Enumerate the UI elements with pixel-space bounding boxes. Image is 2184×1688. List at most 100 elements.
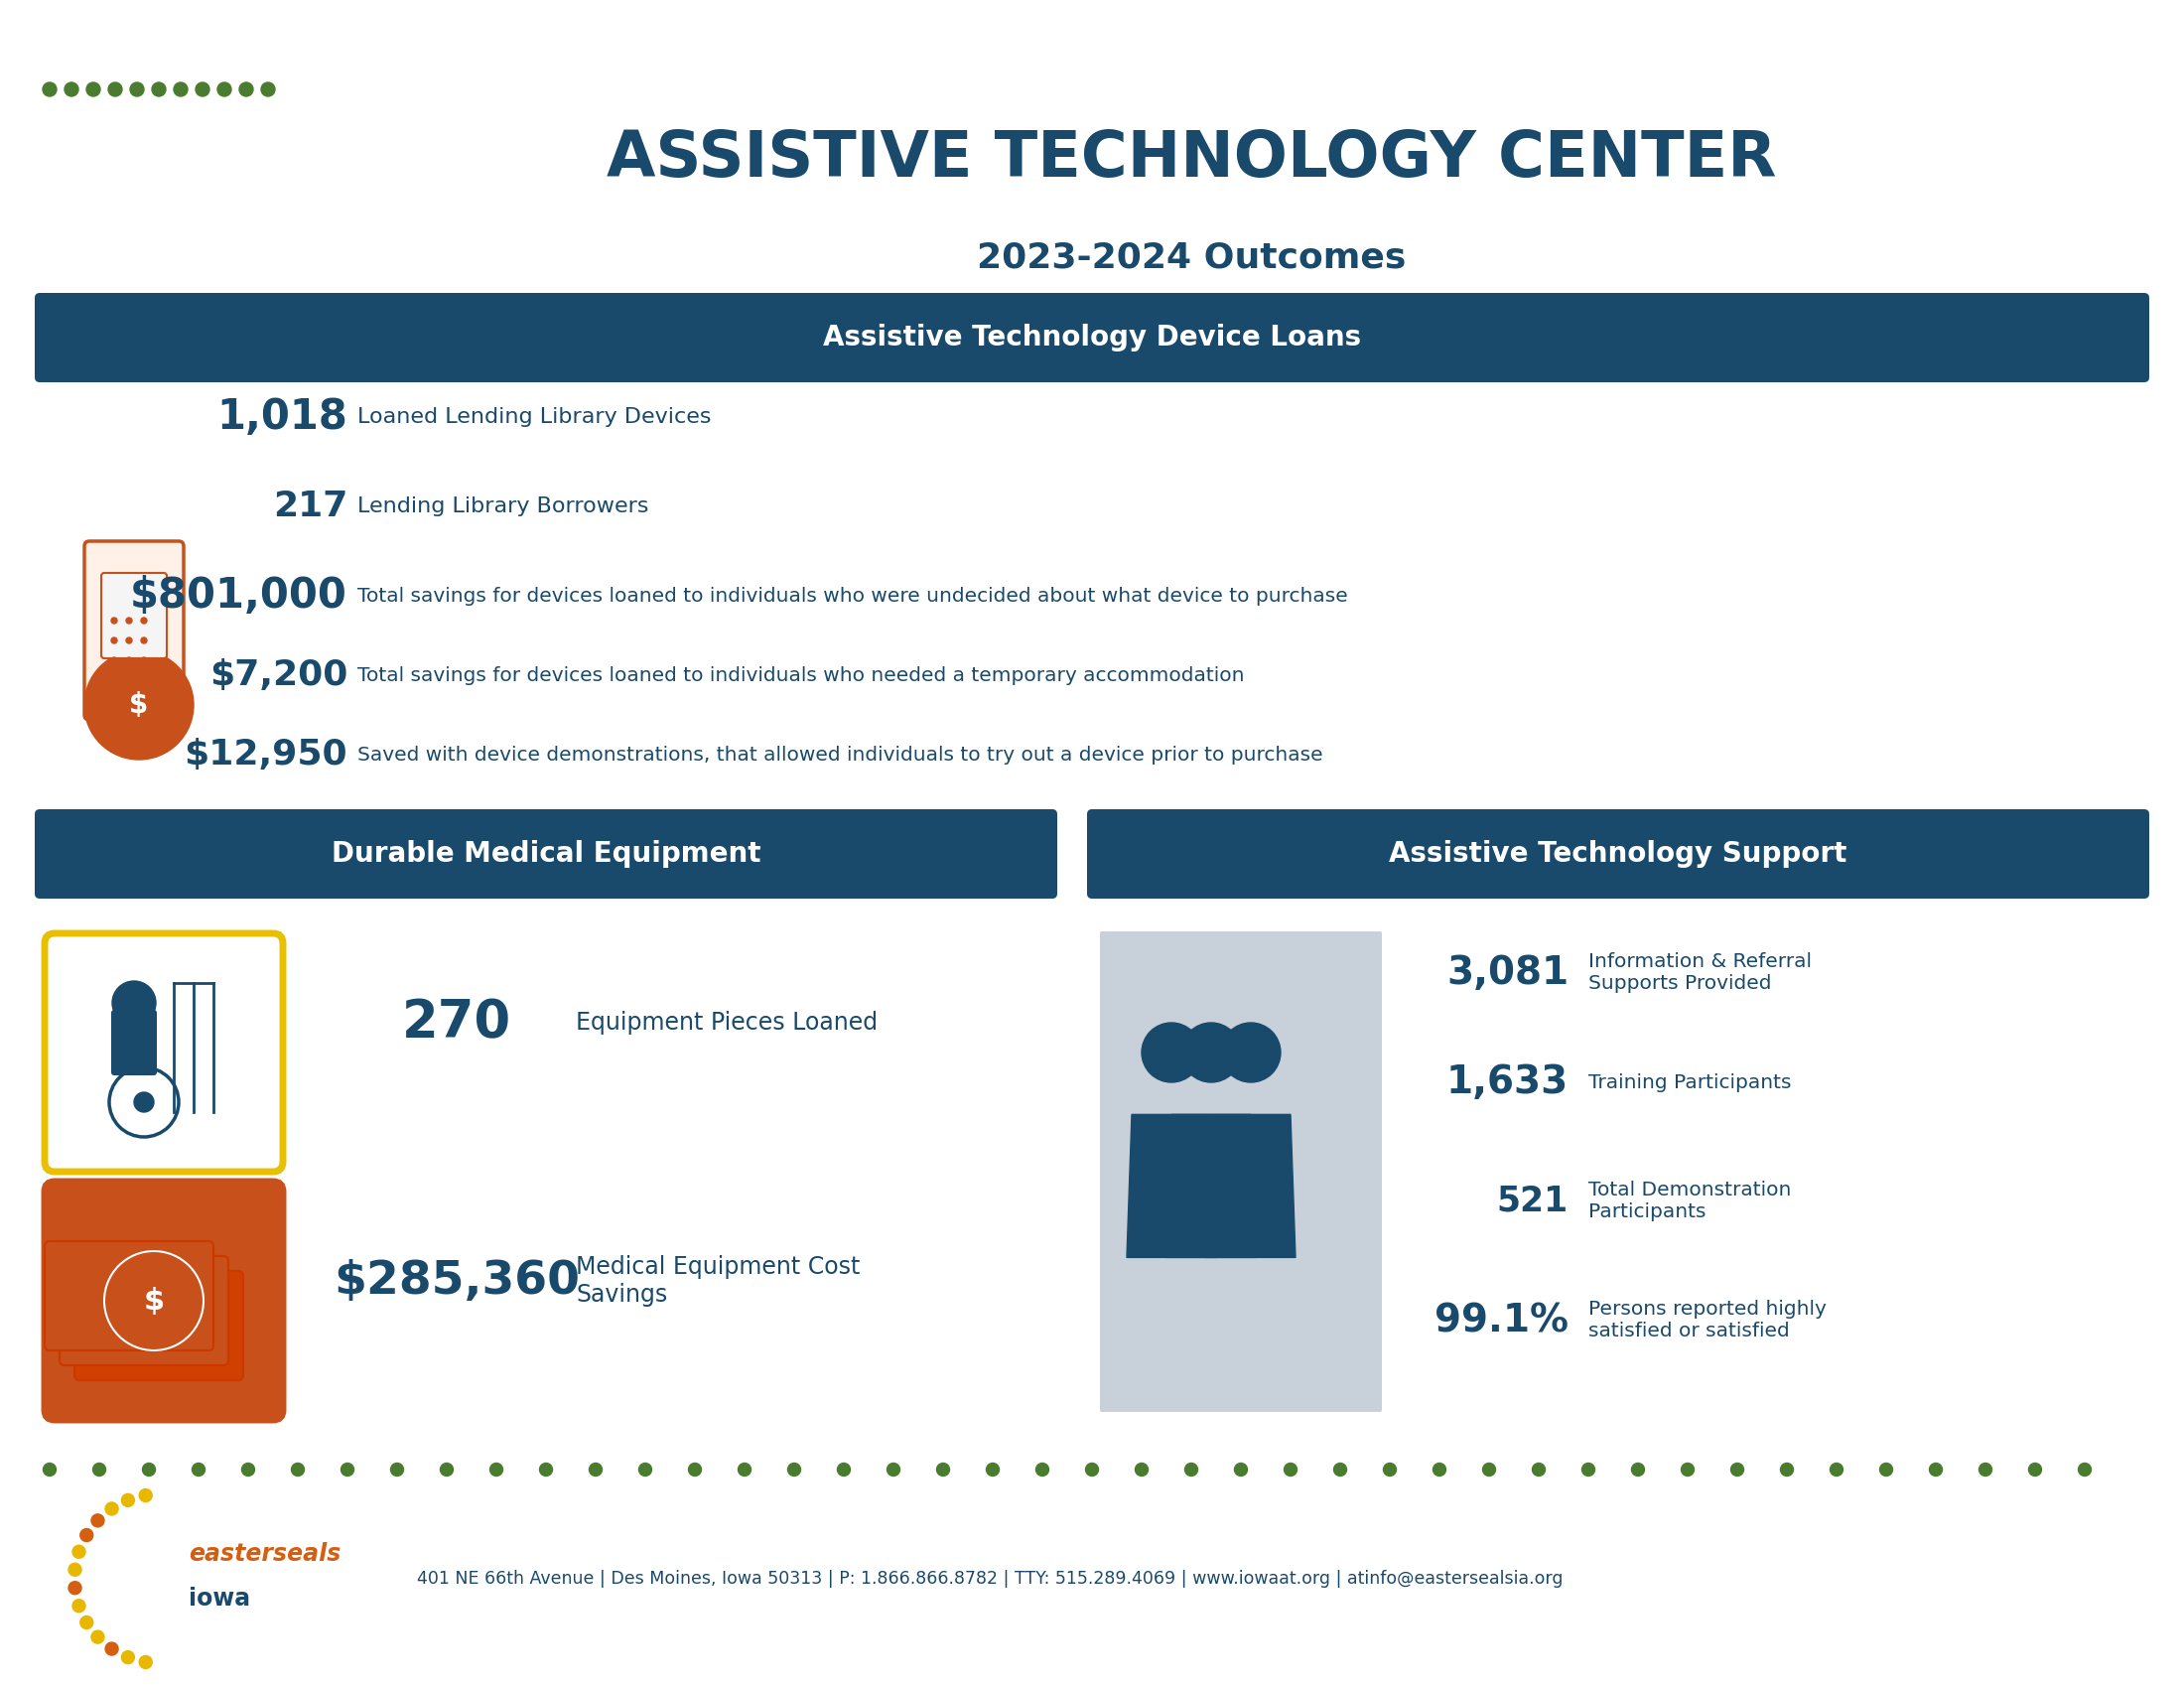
Circle shape [105, 1642, 118, 1656]
Circle shape [1136, 1463, 1149, 1475]
Text: ASSISTIVE TECHNOLOGY CENTER: ASSISTIVE TECHNOLOGY CENTER [607, 128, 1776, 189]
Text: Persons reported highly
satisfied or satisfied: Persons reported highly satisfied or sat… [1588, 1300, 1826, 1340]
Text: Durable Medical Equipment: Durable Medical Equipment [332, 841, 760, 868]
Text: $12,950: $12,950 [183, 738, 347, 771]
Circle shape [836, 1463, 850, 1475]
Text: easterseals: easterseals [188, 1543, 341, 1566]
Circle shape [240, 83, 253, 96]
Circle shape [242, 1463, 256, 1475]
Circle shape [1730, 1463, 1743, 1475]
Circle shape [140, 1489, 153, 1502]
Circle shape [111, 657, 118, 663]
Text: 2023-2024 Outcomes: 2023-2024 Outcomes [976, 241, 1406, 275]
Text: 1,018: 1,018 [216, 397, 347, 437]
Text: Total savings for devices loaned to individuals who were undecided about what de: Total savings for devices loaned to indi… [358, 586, 1348, 606]
Circle shape [1221, 1023, 1280, 1082]
Circle shape [788, 1463, 802, 1475]
Circle shape [81, 1529, 94, 1541]
Text: Information & Referral
Supports Provided: Information & Referral Supports Provided [1588, 952, 1813, 994]
Circle shape [539, 1463, 553, 1475]
FancyBboxPatch shape [59, 1256, 229, 1366]
Circle shape [1184, 1463, 1197, 1475]
Circle shape [489, 1463, 502, 1475]
Circle shape [218, 83, 232, 96]
Circle shape [441, 1463, 454, 1475]
Circle shape [133, 1092, 153, 1112]
Text: 401 NE 66th Avenue | Des Moines, Iowa 50313 | P: 1.866.866.8782 | TTY: 515.289.4: 401 NE 66th Avenue | Des Moines, Iowa 50… [417, 1570, 1564, 1588]
Circle shape [1142, 1023, 1201, 1082]
Circle shape [1928, 1463, 1942, 1475]
Circle shape [92, 1631, 105, 1644]
Circle shape [341, 1463, 354, 1475]
Circle shape [1533, 1463, 1546, 1475]
FancyBboxPatch shape [35, 294, 2149, 381]
Circle shape [1979, 1463, 1992, 1475]
Circle shape [887, 1463, 900, 1475]
Circle shape [197, 83, 210, 96]
Circle shape [1780, 1463, 1793, 1475]
Circle shape [391, 1463, 404, 1475]
Text: Lending Library Borrowers: Lending Library Borrowers [358, 496, 649, 517]
Circle shape [987, 1463, 1000, 1475]
Text: 3,081: 3,081 [1446, 954, 1568, 993]
Text: Equipment Pieces Loaned: Equipment Pieces Loaned [577, 1011, 878, 1035]
Circle shape [142, 657, 146, 663]
Circle shape [111, 981, 155, 1025]
Circle shape [127, 657, 131, 663]
Circle shape [44, 1463, 57, 1475]
Circle shape [2079, 1463, 2092, 1475]
Circle shape [105, 1502, 118, 1516]
FancyBboxPatch shape [85, 542, 183, 719]
Circle shape [72, 1599, 85, 1612]
Circle shape [1433, 1463, 1446, 1475]
Circle shape [127, 638, 131, 643]
FancyBboxPatch shape [1101, 932, 1382, 1411]
Circle shape [688, 1463, 701, 1475]
Text: $: $ [144, 1286, 164, 1315]
Circle shape [44, 83, 57, 96]
Circle shape [1284, 1463, 1297, 1475]
Text: $801,000: $801,000 [131, 576, 347, 616]
Circle shape [1234, 1463, 1247, 1475]
FancyBboxPatch shape [44, 1182, 284, 1420]
Circle shape [72, 1545, 85, 1558]
Polygon shape [1127, 1114, 1216, 1258]
Polygon shape [1206, 1114, 1295, 1258]
FancyBboxPatch shape [44, 933, 284, 1171]
FancyBboxPatch shape [74, 1271, 242, 1381]
Circle shape [2029, 1463, 2042, 1475]
Text: $285,360: $285,360 [334, 1259, 579, 1303]
Text: iowa: iowa [188, 1587, 251, 1610]
Circle shape [142, 618, 146, 623]
Text: 521: 521 [1496, 1185, 1568, 1219]
Circle shape [175, 83, 188, 96]
Circle shape [1830, 1463, 1843, 1475]
Circle shape [638, 1463, 651, 1475]
Circle shape [290, 1463, 304, 1475]
Circle shape [111, 638, 118, 643]
Circle shape [140, 1656, 153, 1669]
Text: 270: 270 [402, 998, 511, 1048]
Circle shape [92, 1463, 105, 1475]
Text: Assistive Technology Support: Assistive Technology Support [1389, 841, 1848, 868]
FancyBboxPatch shape [1088, 809, 2149, 898]
Circle shape [111, 618, 118, 623]
Text: Training Participants: Training Participants [1588, 1074, 1791, 1092]
Circle shape [142, 638, 146, 643]
Text: Saved with device demonstrations, that allowed individuals to try out a device p: Saved with device demonstrations, that a… [358, 744, 1324, 765]
Text: Loaned Lending Library Devices: Loaned Lending Library Devices [358, 407, 712, 427]
Circle shape [122, 1651, 135, 1664]
Circle shape [131, 83, 144, 96]
FancyBboxPatch shape [100, 572, 166, 658]
Text: Medical Equipment Cost
Savings: Medical Equipment Cost Savings [577, 1256, 860, 1307]
Circle shape [142, 1463, 155, 1475]
Text: $: $ [129, 690, 149, 719]
Circle shape [1035, 1463, 1048, 1475]
Circle shape [1581, 1463, 1594, 1475]
Text: 217: 217 [273, 490, 347, 523]
Circle shape [1382, 1463, 1396, 1475]
Circle shape [937, 1463, 950, 1475]
Circle shape [1182, 1023, 1241, 1082]
Circle shape [192, 1463, 205, 1475]
FancyBboxPatch shape [111, 1009, 157, 1075]
